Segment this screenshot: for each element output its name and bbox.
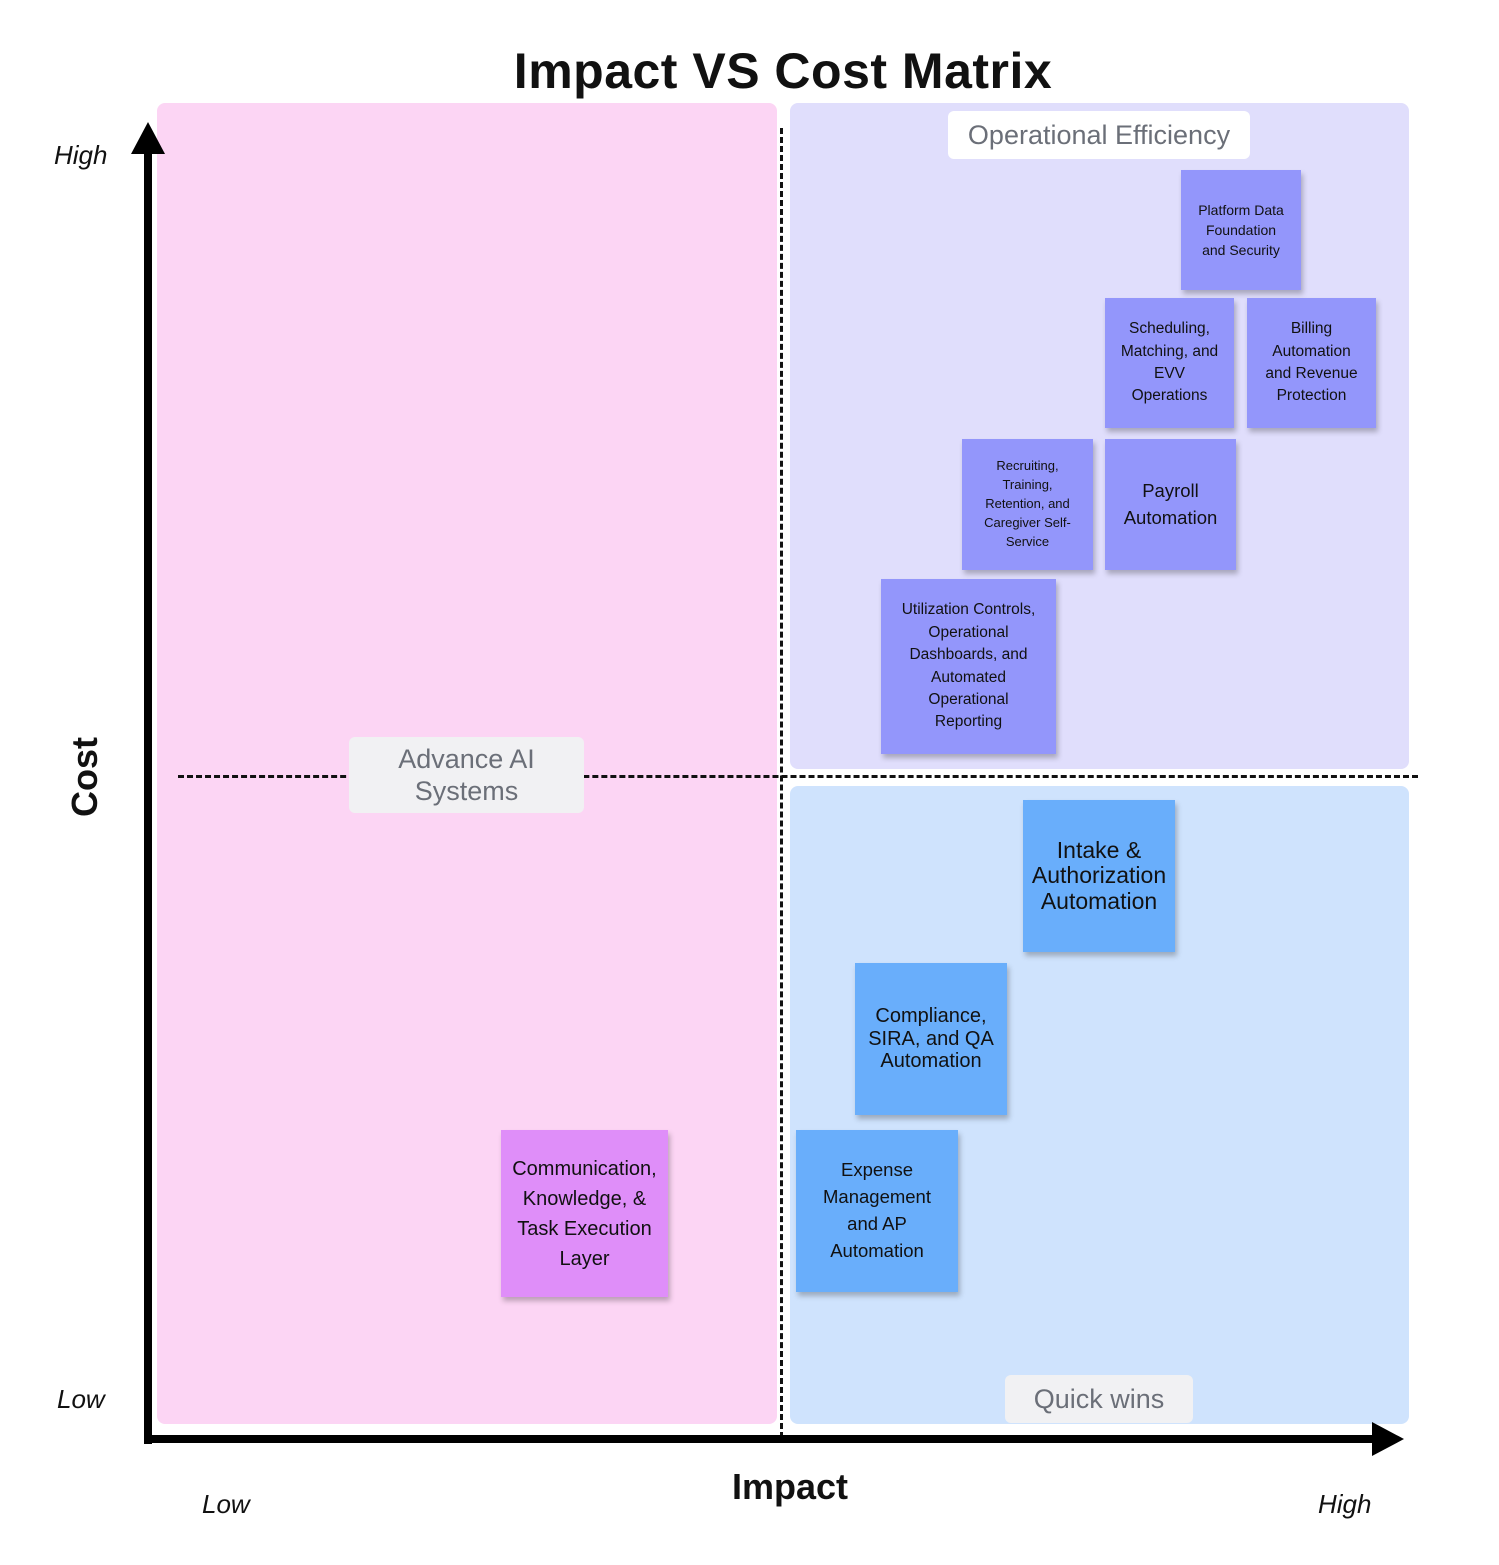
sticky-note-payroll[interactable]: Payroll Automation — [1105, 439, 1236, 570]
y-axis-line — [144, 148, 152, 1444]
quadrant-label-advance-ai-systems: Advance AI Systems — [349, 737, 584, 813]
sticky-note-platform[interactable]: Platform Data Foundation and Security — [1181, 170, 1301, 290]
x-axis-line — [144, 1435, 1376, 1443]
y-axis-arrow-icon — [131, 122, 165, 154]
y-axis-title: Cost — [64, 737, 105, 817]
page-title: Impact VS Cost Matrix — [513, 43, 1053, 99]
sticky-note-recruiting[interactable]: Recruiting, Training, Retention, and Car… — [962, 439, 1093, 570]
sticky-note-expense[interactable]: Expense Management and AP Automation — [796, 1130, 958, 1292]
quadrant-label-operational-efficiency: Operational Efficiency — [948, 111, 1250, 159]
sticky-note-scheduling[interactable]: Scheduling, Matching, and EVV Operations — [1105, 298, 1234, 428]
sticky-note-utilization[interactable]: Utilization Controls, Operational Dashbo… — [881, 579, 1056, 754]
x-axis-high-label: High — [1318, 1489, 1372, 1519]
y-axis-low-label: Low — [57, 1384, 105, 1414]
y-axis-high-label: High — [54, 140, 108, 170]
sticky-note-compliance[interactable]: Compliance, SIRA, and QA Automation — [855, 963, 1007, 1115]
x-axis-title: Impact — [731, 1466, 849, 1507]
quadrant-label-quick-wins: Quick wins — [1005, 1375, 1193, 1423]
horizontal-divider — [178, 775, 1418, 778]
vertical-divider — [780, 128, 783, 1438]
sticky-note-intake[interactable]: Intake & Authorization Automation — [1023, 800, 1175, 952]
sticky-note-communication[interactable]: Communication, Knowledge, & Task Executi… — [501, 1130, 668, 1297]
x-axis-low-label: Low — [202, 1489, 250, 1519]
x-axis-arrow-icon — [1372, 1422, 1404, 1456]
sticky-note-billing[interactable]: Billing Automation and Revenue Protectio… — [1247, 298, 1376, 428]
